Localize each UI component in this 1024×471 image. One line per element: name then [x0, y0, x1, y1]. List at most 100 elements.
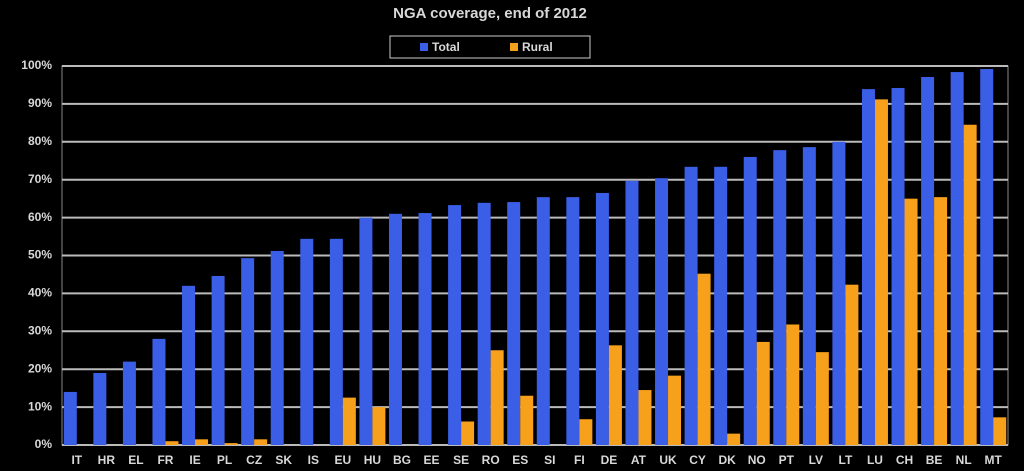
- legend-label: Total: [432, 40, 460, 54]
- x-tick-label: DE: [601, 453, 618, 467]
- x-tick-label: EU: [335, 453, 352, 467]
- x-tick-label: CY: [689, 453, 706, 467]
- bar: [595, 192, 609, 445]
- bar: [608, 345, 622, 445]
- x-tick-label: BE: [926, 453, 943, 467]
- bar: [372, 407, 386, 445]
- bar: [993, 417, 1007, 445]
- x-tick-label: FI: [574, 453, 585, 467]
- bar: [490, 350, 504, 445]
- x-tick-label: MT: [985, 453, 1003, 467]
- bar: [815, 352, 829, 445]
- x-tick-label: DK: [718, 453, 736, 467]
- bar: [756, 341, 770, 445]
- bar: [934, 197, 948, 445]
- bar: [697, 273, 711, 445]
- x-tick-label: IE: [189, 453, 200, 467]
- x-tick-label: SE: [453, 453, 469, 467]
- bar: [773, 150, 787, 445]
- x-tick-label: EE: [424, 453, 440, 467]
- bar: [477, 202, 491, 445]
- x-tick-label: HU: [364, 453, 381, 467]
- bar: [211, 275, 225, 445]
- y-tick-label: 50%: [28, 248, 52, 262]
- x-tick-label: NL: [956, 453, 972, 467]
- bar: [63, 391, 77, 445]
- bar: [743, 156, 757, 445]
- x-tick-label: LU: [867, 453, 883, 467]
- y-tick-label: 70%: [28, 172, 52, 186]
- bar: [963, 124, 977, 446]
- x-tick-label: HR: [98, 453, 116, 467]
- y-tick-label: 40%: [28, 286, 52, 300]
- bar: [727, 433, 741, 445]
- y-tick-label: 30%: [28, 323, 52, 337]
- bar: [507, 202, 521, 445]
- bar: [921, 76, 935, 445]
- x-tick-label: IS: [308, 453, 319, 467]
- x-tick-label: LT: [839, 453, 853, 467]
- bar: [270, 250, 284, 445]
- bar: [980, 69, 994, 446]
- bar: [388, 213, 402, 445]
- bar: [684, 166, 698, 445]
- x-tick-label: IT: [71, 453, 82, 467]
- x-tick-label: PL: [217, 453, 232, 467]
- x-tick-label: CH: [896, 453, 913, 467]
- bar: [520, 395, 534, 445]
- bar: [832, 141, 846, 446]
- bar: [845, 284, 859, 445]
- bar: [461, 421, 475, 445]
- x-tick-label: SI: [544, 453, 555, 467]
- bar: [536, 197, 550, 445]
- bar: [241, 258, 255, 445]
- bar: [359, 217, 373, 445]
- y-tick-label: 60%: [28, 210, 52, 224]
- x-tick-label: PT: [779, 453, 795, 467]
- x-tick-label: ES: [512, 453, 528, 467]
- bar: [122, 361, 136, 445]
- x-tick-label: NO: [748, 453, 766, 467]
- bar: [329, 238, 343, 445]
- bar: [861, 89, 875, 445]
- bar: [195, 439, 209, 445]
- x-tick-label: AT: [631, 453, 647, 467]
- bar: [638, 390, 652, 445]
- bar: [300, 238, 314, 445]
- bar: [152, 338, 166, 445]
- x-tick-label: BG: [393, 453, 411, 467]
- legend-swatch: [420, 43, 428, 51]
- bar: [165, 441, 179, 445]
- bar: [625, 180, 639, 445]
- legend-label: Rural: [522, 40, 553, 54]
- bar: [655, 178, 669, 445]
- x-tick-label: UK: [659, 453, 677, 467]
- y-tick-label: 10%: [28, 399, 52, 413]
- bar: [579, 419, 593, 445]
- bar: [786, 324, 800, 445]
- y-tick-label: 90%: [28, 96, 52, 110]
- y-tick-label: 80%: [28, 134, 52, 148]
- y-tick-label: 100%: [21, 58, 52, 72]
- x-tick-label: RO: [482, 453, 500, 467]
- y-tick-label: 0%: [35, 437, 53, 451]
- legend-swatch: [510, 43, 518, 51]
- bar: [904, 198, 918, 445]
- bar: [950, 72, 964, 446]
- bar: [182, 285, 196, 445]
- legend-box: [389, 35, 591, 59]
- bar: [448, 205, 462, 445]
- x-tick-label: SK: [275, 453, 292, 467]
- bar: [566, 197, 580, 445]
- bar: [874, 99, 888, 446]
- x-tick-label: FR: [157, 453, 173, 467]
- bar: [891, 87, 905, 446]
- x-tick-label: CZ: [246, 453, 262, 467]
- x-tick-label: LV: [809, 453, 823, 467]
- bar: [418, 213, 432, 445]
- x-tick-label: EL: [128, 453, 143, 467]
- bar: [342, 397, 356, 445]
- y-tick-label: 20%: [28, 361, 52, 375]
- bar: [668, 375, 682, 445]
